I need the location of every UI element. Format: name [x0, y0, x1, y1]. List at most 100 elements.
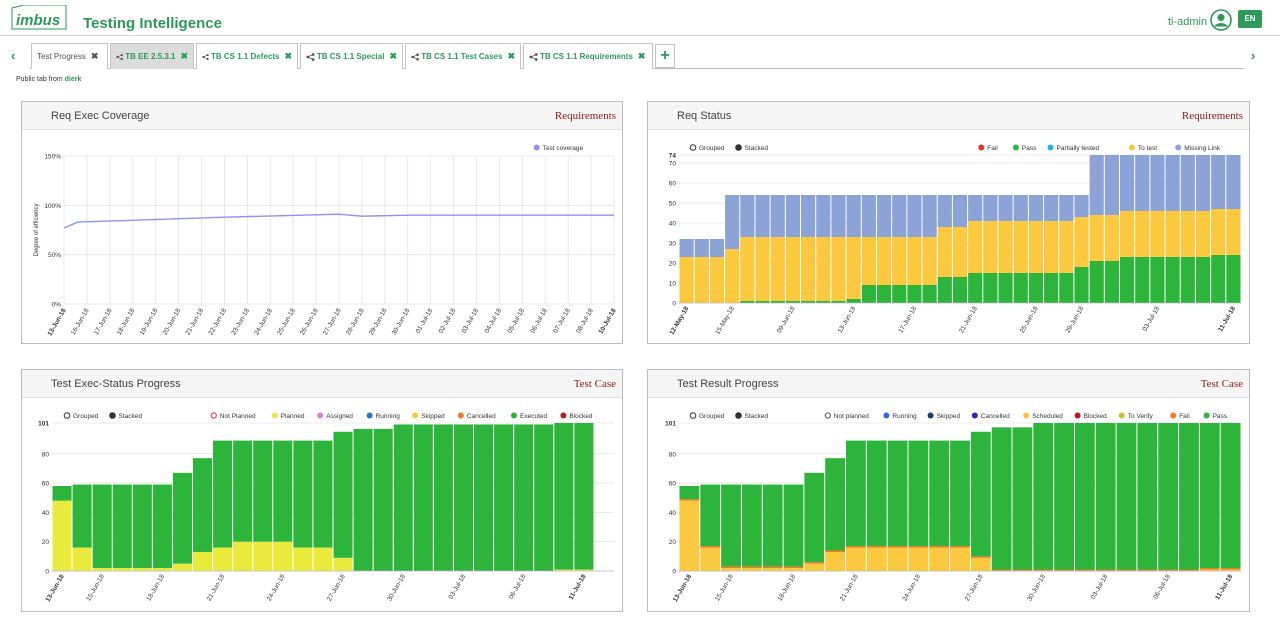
- x-tick-label: 24-Jun-18: [266, 573, 287, 602]
- legend-item-pass[interactable]: Pass: [1203, 412, 1228, 421]
- bar-segment-missing-link: [755, 195, 770, 237]
- legend-item-cancelled[interactable]: Cancelled: [457, 412, 496, 421]
- mode-grouped-radio[interactable]: Grouped: [689, 144, 725, 152]
- tabs-scroll-right-icon[interactable]: ›: [1251, 48, 1256, 63]
- bar-segment-missing-link: [1226, 155, 1241, 209]
- legend-item-running[interactable]: Running: [883, 412, 917, 421]
- tab-tb-cs-1-1-special[interactable]: TB CS 1.1 Special ✖: [300, 43, 403, 69]
- legend-item-to-verify[interactable]: To Verify: [1118, 412, 1154, 421]
- mode-grouped-radio[interactable]: Grouped: [63, 412, 99, 420]
- tab-test-progress[interactable]: Test Progress ✖: [31, 43, 108, 69]
- user-name[interactable]: ti-admin: [1168, 16, 1208, 28]
- share-icon: [411, 52, 419, 61]
- legend-item-to-test[interactable]: To test: [1128, 144, 1157, 153]
- mode-stacked-radio[interactable]: Stacked: [109, 412, 143, 420]
- mode-stacked-radio[interactable]: Stacked: [735, 144, 769, 152]
- bar-segment-executed: [554, 423, 574, 570]
- bar-segment-pass: [783, 484, 804, 567]
- bar-segment-planned: [233, 541, 253, 571]
- bar-segment-pass: [1089, 261, 1104, 303]
- mode-marker: [63, 412, 71, 419]
- panel-tag[interactable]: Test Case: [573, 378, 616, 390]
- bar-segment-to-test: [1059, 221, 1074, 273]
- legend-item-scheduled[interactable]: Scheduled: [1023, 412, 1063, 421]
- bar-segment-scheduled: [929, 547, 950, 571]
- legend-item-test-coverage[interactable]: Test coverage: [533, 144, 584, 153]
- y-tick-label: 80: [42, 451, 50, 458]
- panel-tag[interactable]: Requirements: [1181, 110, 1243, 122]
- legend-item-planned[interactable]: Planned: [271, 412, 305, 421]
- user-avatar-icon[interactable]: [1210, 9, 1232, 31]
- y-tick-label: 60: [669, 181, 677, 188]
- tab-tb-cs-1-1-defects[interactable]: TB CS 1.1 Defects ✖: [196, 43, 298, 69]
- legend-label: Fail: [987, 145, 998, 152]
- bar-segment-pass: [1226, 255, 1241, 303]
- legend-item-fail[interactable]: Fail: [1170, 412, 1190, 421]
- y-tick-label: 101: [38, 421, 49, 428]
- legend-label: To Verify: [1128, 413, 1154, 420]
- tabs-scroll-left-icon[interactable]: ‹: [11, 48, 16, 63]
- tab-close-icon[interactable]: ✖: [637, 51, 646, 61]
- mode-grouped-radio[interactable]: Grouped: [689, 412, 725, 420]
- tab-close-icon[interactable]: ✖: [389, 51, 397, 61]
- bar-segment-to-test: [1104, 215, 1119, 261]
- x-tick-label: 09-Jun-18: [776, 305, 797, 334]
- legend-item-skipped[interactable]: Skipped: [927, 412, 961, 421]
- legend-item-not-planned[interactable]: Not planned: [824, 412, 869, 420]
- legend-label: Skipped: [937, 413, 961, 420]
- bar-segment-scheduled: [721, 568, 741, 571]
- legend-item-partially-tested[interactable]: Partially tested: [1047, 144, 1100, 153]
- tab-close-icon[interactable]: ✖: [90, 51, 99, 61]
- add-tab-button[interactable]: +: [655, 44, 675, 68]
- tab-close-icon[interactable]: ✖: [507, 51, 515, 61]
- legend-item-fail[interactable]: Fail: [978, 144, 998, 153]
- x-tick-label: 07-Jul-18: [552, 307, 572, 334]
- legend-item-pass[interactable]: Pass: [1012, 144, 1037, 153]
- mode-marker: [689, 412, 697, 419]
- legend-item-skipped[interactable]: Skipped: [412, 412, 445, 421]
- legend-item-blocked[interactable]: Blocked: [1074, 412, 1108, 421]
- mode-stacked-radio[interactable]: Stacked: [735, 412, 769, 420]
- imbus-logo[interactable]: imbus: [10, 5, 68, 31]
- bar-segment-executed: [52, 486, 72, 501]
- legend-item-blocked[interactable]: Blocked: [560, 412, 593, 421]
- bar-segment-missing-link: [1135, 155, 1150, 211]
- bar-segment-executed: [494, 424, 514, 571]
- bar-segment-pass: [1074, 267, 1089, 303]
- tab-tb-ee-2-5-3-1[interactable]: TB EE 2.5.3.1 ✖: [110, 43, 194, 69]
- bar-segment-fail: [991, 569, 1012, 571]
- bar-segment-missing-link: [694, 239, 709, 257]
- bar-segment-missing-link: [1013, 195, 1028, 221]
- public-tab-owner[interactable]: dierk: [64, 76, 82, 83]
- bar-segment-fail: [1137, 569, 1158, 571]
- legend-marker: [1170, 412, 1177, 419]
- panel-tag[interactable]: Test Case: [1200, 378, 1243, 390]
- bar-segment-missing-link: [861, 195, 876, 237]
- x-tick-label: 06-Jul-18: [1152, 573, 1172, 600]
- tab-tb-cs-1-1-requirements[interactable]: TB CS 1.1 Requirements ✖: [523, 43, 653, 69]
- y-tick-label: 0: [45, 569, 49, 576]
- panel-tag[interactable]: Requirements: [554, 110, 616, 122]
- legend-item-missing-link[interactable]: Missing Link: [1175, 144, 1221, 153]
- legend-item-not-planned[interactable]: Not Planned: [210, 412, 256, 420]
- tab-close-icon[interactable]: ✖: [284, 51, 292, 61]
- y-tick-label: 0%: [52, 302, 62, 309]
- test-exec-status-chart[interactable]: 0 20 40 60 80 101 13-Jun-18 15-Jun-18 18-Jun-18 2…: [22, 398, 622, 611]
- bar-segment-scheduled: [950, 547, 970, 571]
- test-result-progress-chart[interactable]: 0 20 40 60 80 101 13-Jun-18 15-Jun-18 18-Jun-18 2…: [648, 398, 1249, 611]
- bar-segment-pass: [1044, 273, 1059, 303]
- legend-item-assigned[interactable]: Assigned: [317, 412, 353, 421]
- language-button[interactable]: EN: [1238, 10, 1262, 28]
- tab-tb-cs-1-1-test-cases[interactable]: TB CS 1.1 Test Cases ✖: [405, 43, 521, 69]
- legend-item-cancelled[interactable]: Cancelled: [971, 412, 1010, 421]
- legend-label: Planned: [281, 413, 305, 420]
- x-tick-label: 01-Jul-18: [415, 307, 435, 334]
- bar-segment-missing-link: [770, 195, 785, 237]
- mode-marker: [689, 144, 697, 151]
- tab-close-icon[interactable]: ✖: [180, 51, 188, 61]
- req-exec-coverage-chart[interactable]: 0% 50% 100% 150% Degree of efficiency 13-Jun-…: [22, 130, 622, 343]
- legend-item-executed[interactable]: Executed: [511, 412, 547, 421]
- x-tick-label: 13-Jun-18: [45, 573, 66, 603]
- legend-item-running[interactable]: Running: [366, 412, 401, 421]
